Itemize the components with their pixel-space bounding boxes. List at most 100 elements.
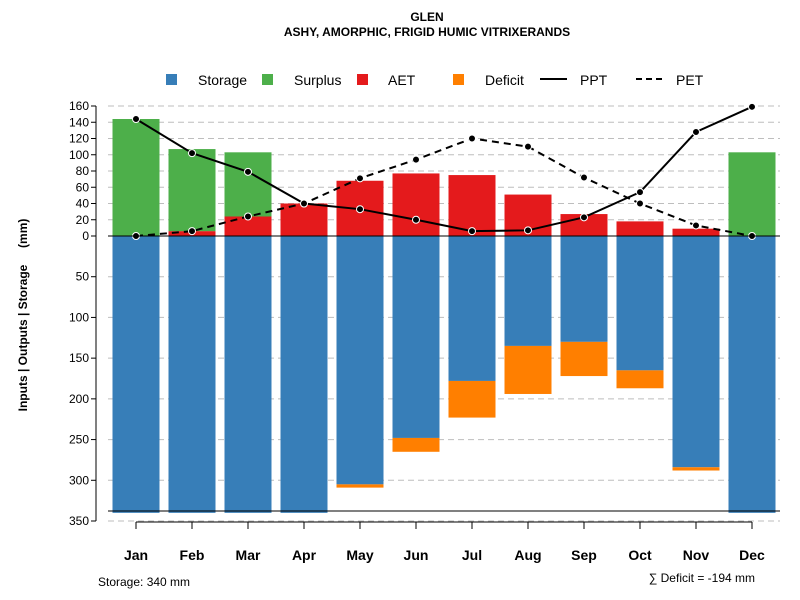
surplus-bar xyxy=(224,152,272,217)
pet-point xyxy=(468,134,476,143)
x-tick-label: Apr xyxy=(292,547,317,563)
gridlines xyxy=(108,105,780,522)
aet-bar xyxy=(224,216,272,236)
pet-point xyxy=(412,155,420,164)
ppt-point xyxy=(748,102,756,111)
legend-aet-label: AET xyxy=(388,72,416,88)
x-tick-label: Mar xyxy=(236,547,261,563)
aet-bar xyxy=(448,175,496,236)
chart-title: GLEN xyxy=(410,10,443,24)
storage-bar xyxy=(504,236,552,346)
pet-line xyxy=(135,137,753,237)
y-tick-label: 150 xyxy=(69,351,89,365)
aet-bar xyxy=(616,221,664,236)
x-tick-label: May xyxy=(346,547,373,563)
pet-point xyxy=(356,174,364,183)
aet-bar xyxy=(392,173,440,236)
x-tick-label: Aug xyxy=(514,547,541,563)
y-tick-label: 100 xyxy=(69,310,89,324)
y-tick-label: 100 xyxy=(69,148,89,162)
storage-bar xyxy=(616,236,664,371)
x-tick-label: Jan xyxy=(124,547,148,563)
pet-point xyxy=(188,227,196,236)
lines xyxy=(132,102,756,240)
y-tick-label: 120 xyxy=(69,132,89,146)
pet-point xyxy=(580,173,588,182)
y-tick-label: 350 xyxy=(69,514,89,528)
y-tick-label: 80 xyxy=(76,164,90,178)
deficit-bar xyxy=(448,380,496,418)
bars xyxy=(112,119,776,513)
storage-bar xyxy=(112,236,160,513)
x-tick-label: Oct xyxy=(628,547,652,563)
x-tick-label: Jul xyxy=(462,547,482,563)
legend-storage-swatch xyxy=(166,74,177,85)
ppt-point xyxy=(412,215,420,224)
y-tick-label: 200 xyxy=(69,392,89,406)
storage-note: Storage: 340 mm xyxy=(98,575,190,589)
x-tick-label: Sep xyxy=(571,547,597,563)
legend-deficit-label: Deficit xyxy=(485,72,524,88)
storage-bar xyxy=(224,236,272,513)
ppt-point xyxy=(244,167,252,176)
y-tick-label: 160 xyxy=(69,99,89,113)
deficit-bar xyxy=(504,345,552,394)
pet-point xyxy=(636,199,644,208)
ppt-point xyxy=(300,199,308,208)
storage-bar xyxy=(560,236,608,342)
deficit-bar xyxy=(336,484,384,488)
pet-point xyxy=(692,221,700,230)
y-tick-label: 250 xyxy=(69,433,89,447)
storage-bar xyxy=(672,236,720,468)
deficit-bar xyxy=(616,370,664,389)
y-tick-label: 0 xyxy=(82,229,89,243)
y-tick-label: 140 xyxy=(69,115,89,129)
ppt-point xyxy=(580,213,588,222)
surplus-bar xyxy=(168,149,216,232)
storage-bar xyxy=(448,236,496,381)
legend: Storage Surplus AET Deficit PPT PET xyxy=(166,72,704,88)
deficit-note: ∑ Deficit = -194 mm xyxy=(649,571,755,585)
chart-subtitle: ASHY, AMORPHIC, FRIGID HUMIC VITRIXERAND… xyxy=(284,25,570,39)
y-tick-label: 300 xyxy=(69,473,89,487)
pet-point xyxy=(244,212,252,221)
axes: 0 20 40 60 80 100 120 140 160 50 100 150 200 250 300 35… xyxy=(69,99,780,563)
ppt-line xyxy=(135,105,753,233)
x-tick-label: Dec xyxy=(739,547,765,563)
y-axis-label: Inputs | Outputs | Storage (mm) xyxy=(16,219,30,412)
ppt-point xyxy=(636,188,644,197)
storage-bar xyxy=(336,236,384,485)
storage-bar xyxy=(280,236,328,513)
legend-deficit-swatch xyxy=(453,74,464,85)
ppt-point xyxy=(692,128,700,136)
y-tick-label: 60 xyxy=(76,180,90,194)
aet-bar xyxy=(280,203,328,236)
x-tick-label: Feb xyxy=(180,547,205,563)
legend-surplus-swatch xyxy=(262,74,273,85)
y-tick-label: 50 xyxy=(76,270,90,284)
ppt-point xyxy=(524,226,532,235)
x-tick-label: Nov xyxy=(683,547,710,563)
legend-pet-label: PET xyxy=(676,72,704,88)
ppt-point xyxy=(132,115,140,123)
deficit-bar xyxy=(560,341,608,377)
storage-bar xyxy=(168,236,216,513)
ppt-point xyxy=(468,227,476,236)
legend-storage-label: Storage xyxy=(198,72,247,88)
storage-bar xyxy=(392,236,440,438)
legend-aet-swatch xyxy=(357,74,368,85)
surplus-bar xyxy=(112,119,160,236)
ppt-point xyxy=(188,149,196,158)
deficit-bar xyxy=(392,437,440,452)
pet-point xyxy=(524,142,532,151)
surplus-bar xyxy=(728,152,776,236)
legend-ppt-label: PPT xyxy=(580,72,608,88)
storage-bar xyxy=(728,236,776,513)
legend-surplus-label: Surplus xyxy=(294,72,341,88)
x-tick-label: Jun xyxy=(404,547,429,563)
aet-bar xyxy=(672,228,720,236)
y-tick-label: 20 xyxy=(76,213,90,227)
ppt-point xyxy=(356,205,364,214)
y-tick-label: 40 xyxy=(76,197,90,211)
